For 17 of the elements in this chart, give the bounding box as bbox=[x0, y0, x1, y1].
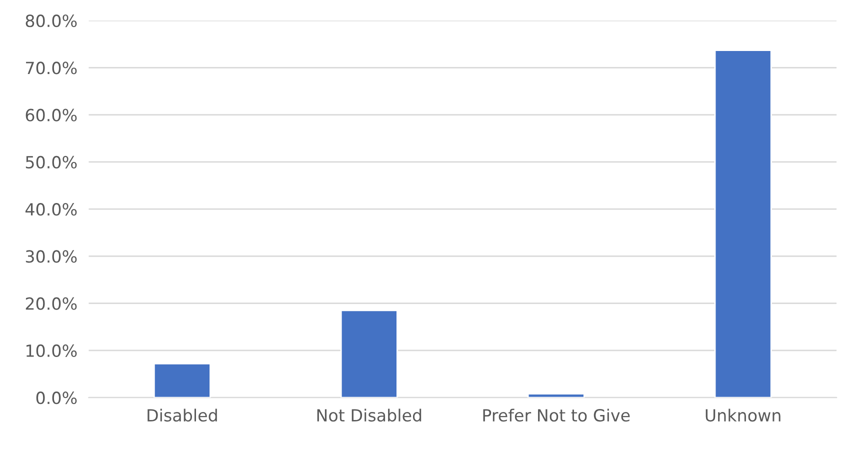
y-tick-label: 40.0% bbox=[25, 203, 77, 216]
x-tick-label: Unknown bbox=[706, 408, 780, 422]
y-tick-label: 60.0% bbox=[26, 108, 77, 122]
y-tick-label: 10.0% bbox=[26, 344, 77, 358]
x-tick-label: Prefer Not to Give bbox=[483, 408, 630, 422]
y-tick-label: 80.0% bbox=[26, 14, 77, 28]
bar bbox=[527, 393, 585, 398]
y-tick-label: 70.0% bbox=[26, 62, 77, 74]
bar bbox=[714, 50, 772, 398]
y-tick-label: 20.0% bbox=[26, 297, 77, 310]
y-tick-label: 0.0% bbox=[36, 392, 77, 404]
y-tick-label: 50.0% bbox=[26, 156, 77, 169]
bar bbox=[340, 310, 398, 398]
bar bbox=[153, 362, 211, 398]
x-tick-label: Not Disabled bbox=[317, 408, 422, 422]
x-tick-label: Disabled bbox=[148, 408, 217, 422]
y-tick-label: 30.0% bbox=[26, 250, 77, 263]
